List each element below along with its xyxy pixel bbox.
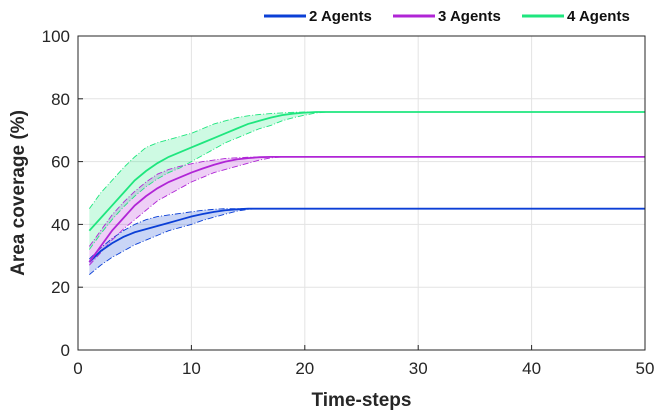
y-axis-title: Area coverage (%)	[8, 110, 29, 276]
mean-line-series-2	[88, 155, 645, 263]
legend-label: 4 Agents	[567, 8, 630, 25]
band-series-2	[89, 156, 646, 266]
x-tick-label: 50	[636, 359, 655, 378]
y-tick-label: 60	[51, 153, 70, 172]
legend-label: 2 Agents	[309, 8, 372, 25]
y-tick-label: 40	[51, 215, 70, 234]
plot-frame	[77, 35, 646, 351]
upper-bound-series-2	[88, 156, 645, 247]
legend: 2 Agents 3 Agents 4 Agents	[264, 8, 630, 25]
x-tick-label: 30	[409, 359, 428, 378]
x-tick-label: 20	[295, 359, 314, 378]
y-tick-label: 20	[51, 278, 70, 297]
x-axis-title: Time-steps	[312, 390, 412, 411]
bound-lines	[88, 111, 645, 275]
x-tick-label: 10	[182, 359, 201, 378]
mean-line-series-1	[88, 207, 645, 263]
legend-label: 3 Agents	[438, 8, 501, 25]
band-series-1	[89, 208, 646, 275]
lower-bound-series-2	[89, 156, 645, 266]
y-tick-label: 0	[61, 341, 70, 360]
y-tick-label: 100	[42, 27, 70, 46]
lower-bound-series-3	[88, 111, 645, 250]
x-tick-label: 0	[73, 359, 82, 378]
mean-line-series-3	[88, 111, 645, 232]
y-axis-ticks: 0 20 40 60 80 100	[42, 27, 83, 360]
mean-lines	[88, 111, 645, 263]
x-tick-label: 40	[522, 359, 541, 378]
confidence-bands	[89, 111, 646, 275]
x-axis-ticks: 0 10 20 30 40 50	[73, 345, 654, 378]
y-tick-label: 80	[51, 90, 70, 109]
